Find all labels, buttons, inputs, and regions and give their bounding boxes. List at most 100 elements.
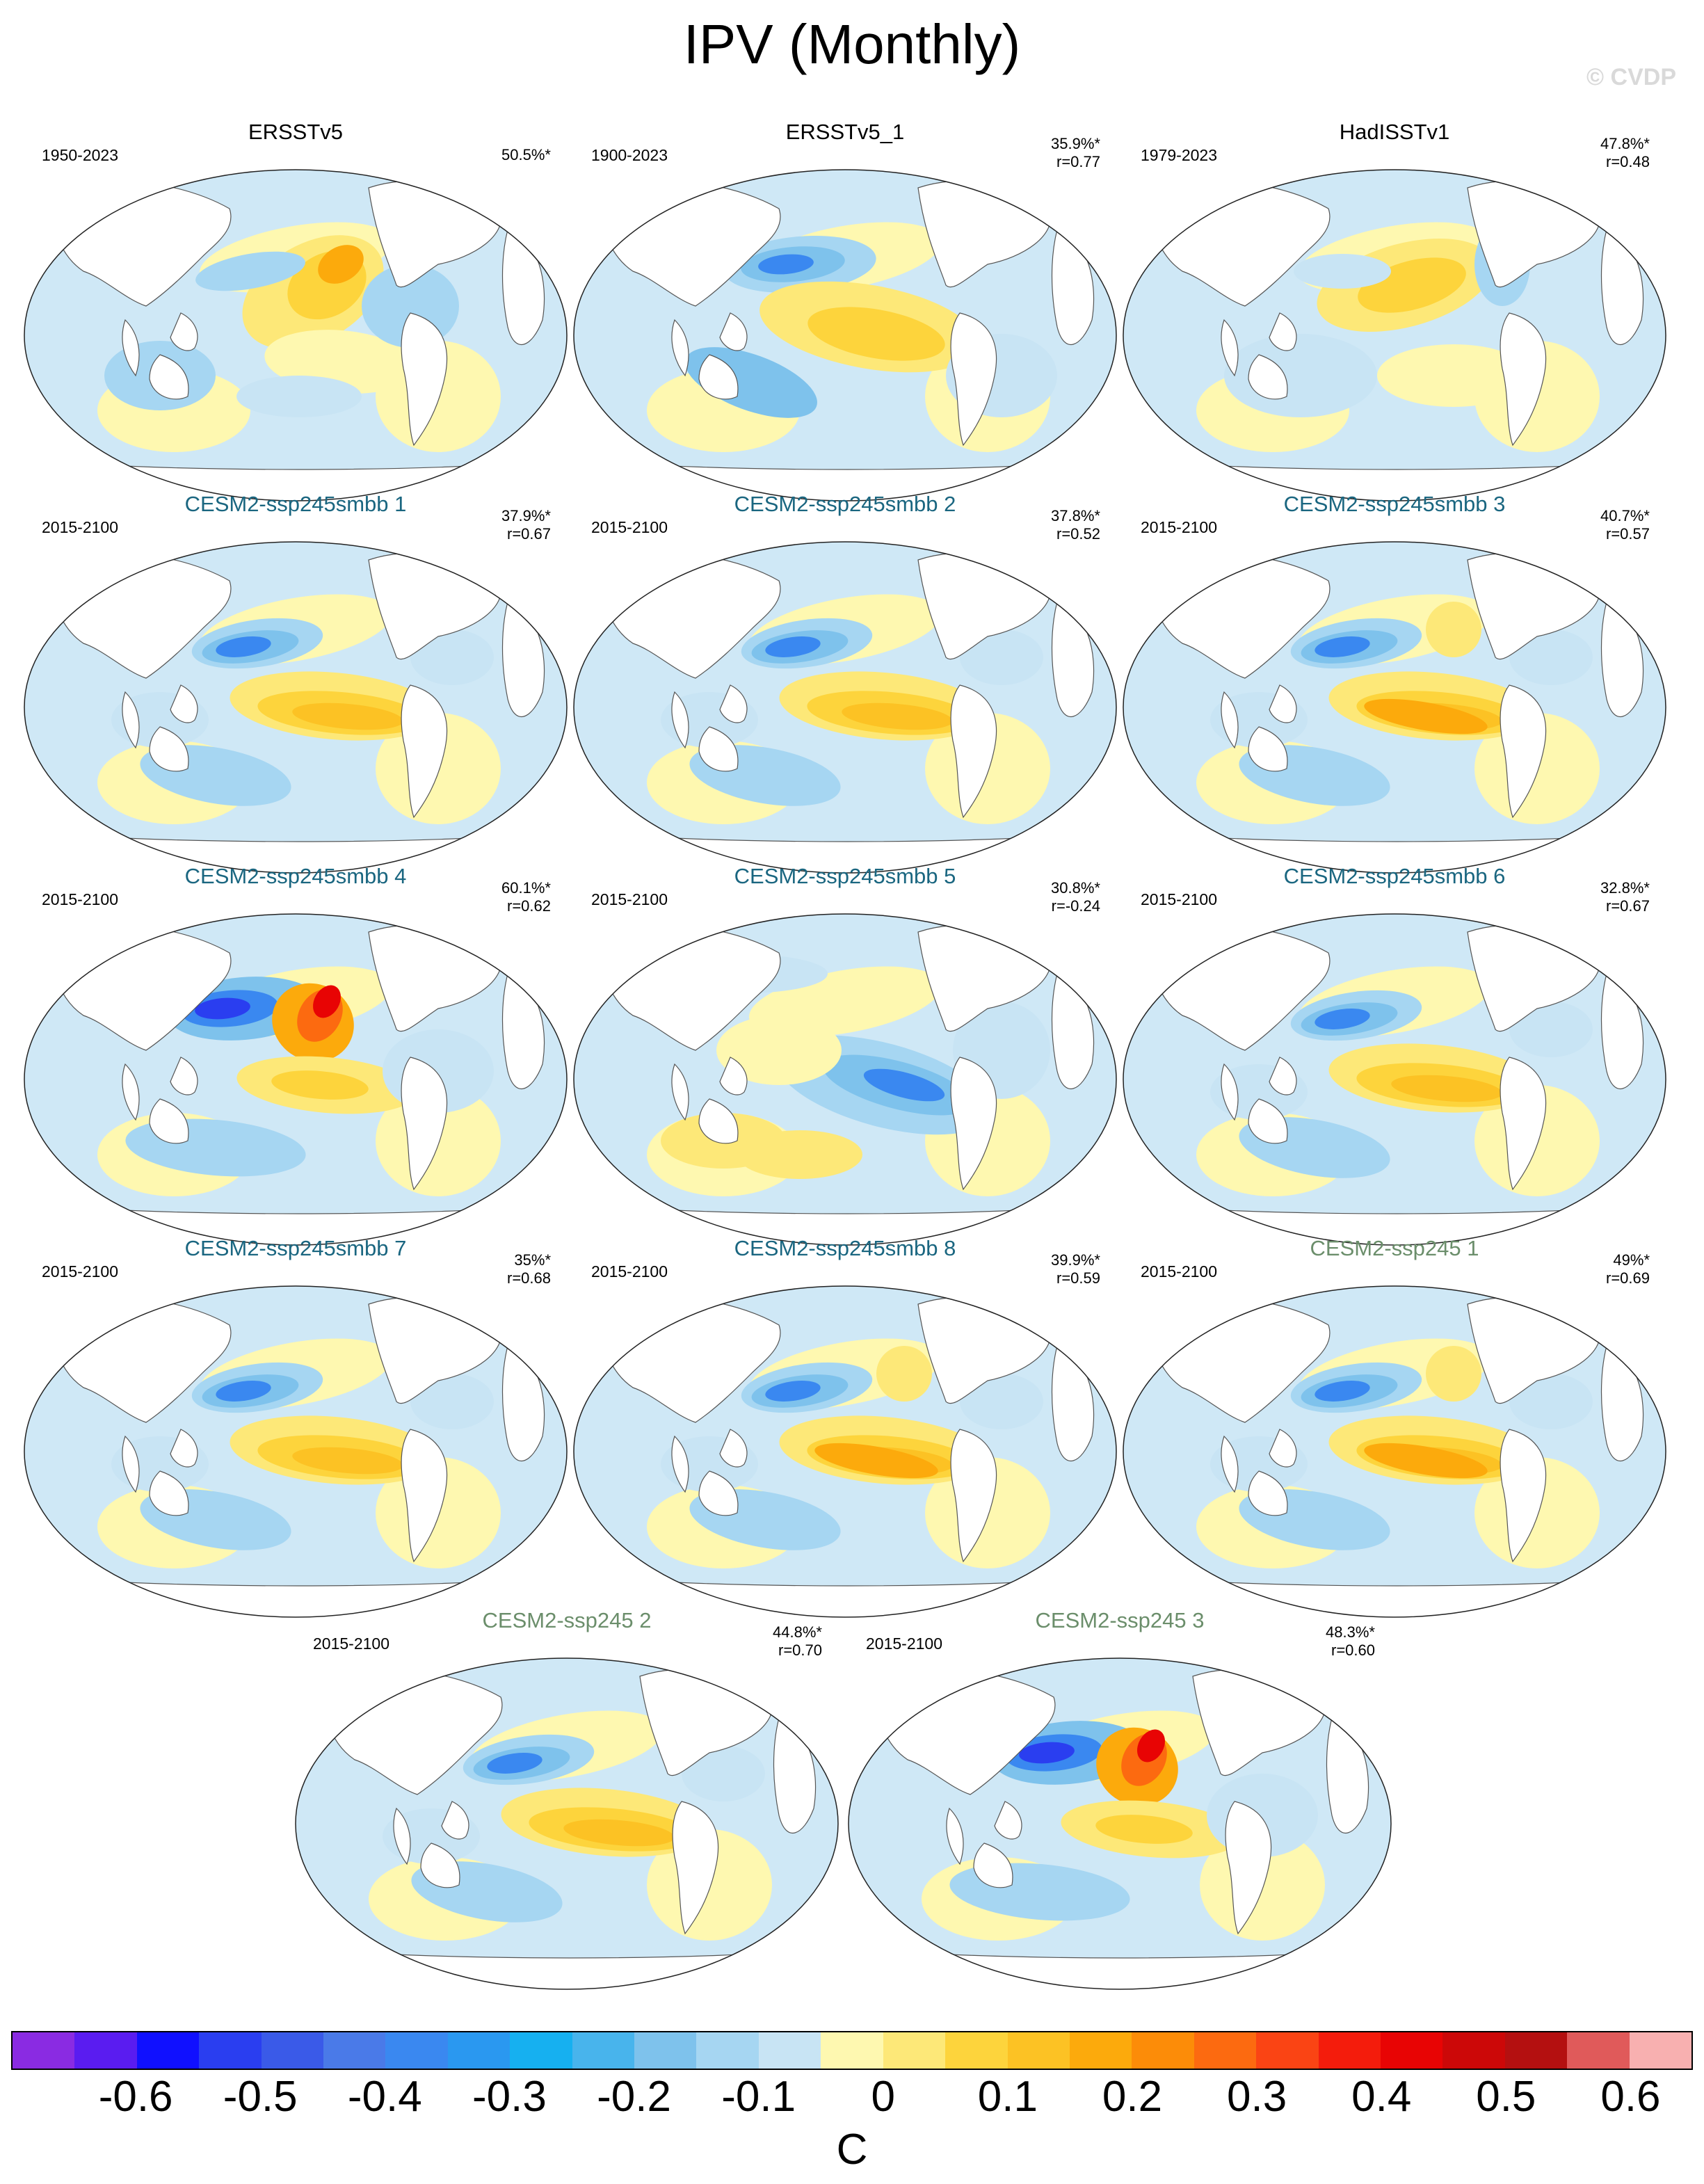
panel-variance-pct: 37.9%* — [501, 507, 551, 524]
colorbar-swatch — [13, 2032, 75, 2069]
anomaly-region — [807, 307, 945, 361]
panel-variance-pct: 39.9%* — [1051, 1251, 1100, 1269]
anomaly-region — [1095, 1815, 1193, 1844]
anomaly-region — [716, 1015, 842, 1085]
globe-map — [24, 1285, 568, 1618]
land-mass — [122, 1435, 140, 1493]
land-mass — [1248, 354, 1288, 400]
panel-title: CESM2-ssp245smbb 2 — [734, 492, 956, 516]
panel-period: 2015-2100 — [1141, 1262, 1217, 1280]
land-mass — [671, 1435, 689, 1493]
land-mass — [719, 1429, 748, 1468]
page-title: IPV (Monthly) — [683, 13, 1021, 75]
panel-correlation: r=0.67 — [507, 525, 551, 543]
globe-map — [295, 1657, 839, 1990]
anomaly-region — [1509, 1002, 1593, 1057]
colorbar-swatch — [1567, 2032, 1630, 2069]
anomaly-region — [1509, 1374, 1593, 1429]
land-mass — [170, 1429, 198, 1468]
land-mass — [501, 973, 545, 1090]
anomaly-region — [1377, 344, 1530, 407]
land-mass — [950, 1057, 997, 1191]
land-mass — [671, 1063, 689, 1121]
panel-period: 1900-2023 — [591, 146, 668, 164]
land-mass — [946, 1807, 964, 1865]
land-mass — [501, 601, 545, 718]
map-boundary — [295, 1657, 839, 1990]
land-mass — [719, 1057, 748, 1095]
land-mass — [401, 684, 448, 819]
map-boundary — [1123, 1285, 1666, 1618]
anomaly-region — [1224, 334, 1377, 417]
land-mass — [170, 1057, 198, 1095]
panel-period: 2015-2100 — [866, 1635, 942, 1653]
panel-variance-pct: 40.7%* — [1600, 507, 1650, 524]
panel-period: 2015-2100 — [313, 1635, 389, 1653]
map-boundary — [573, 541, 1117, 874]
land-mass — [122, 1063, 140, 1121]
map-panel: CESM2-ssp245smbb 1 2015-2100 37.9%* r=0.67 — [21, 490, 570, 880]
land-mass — [149, 1098, 189, 1144]
panel-title: CESM2-ssp245 2 — [482, 1608, 652, 1632]
anomaly-region — [1294, 254, 1391, 289]
land-mass — [1248, 726, 1288, 772]
anomaly-region — [765, 636, 821, 657]
panel-title: ERSSTv5_1 — [785, 120, 905, 144]
panel-correlation: r=0.67 — [1606, 897, 1650, 915]
panel-variance-pct: 49%* — [1613, 1251, 1650, 1269]
land-mass — [420, 1842, 460, 1888]
anomaly-region — [960, 629, 1043, 685]
land-mass — [1500, 684, 1547, 819]
panel-correlation: r=0.62 — [507, 897, 551, 915]
map-panel: CESM2-ssp245smbb 7 2015-2100 35%* r=0.68 — [21, 1235, 570, 1624]
map-boundary — [24, 1285, 568, 1618]
land-mass — [149, 354, 189, 400]
map-boundary — [573, 1285, 1117, 1618]
anomaly-region — [292, 702, 403, 730]
colorbar-swatch — [1256, 2032, 1319, 2069]
land-mass — [1500, 1057, 1547, 1191]
land-mass — [1051, 229, 1095, 346]
land-mass — [773, 1717, 817, 1834]
colorbar-tick-label: 0.6 — [1600, 2073, 1661, 2121]
colorbar-swatch — [1380, 2032, 1443, 2069]
panel-correlation: r=-0.24 — [1051, 897, 1100, 915]
land-mass — [401, 312, 448, 447]
globe-map — [1123, 1285, 1666, 1618]
colorbar-tick-label: -0.2 — [597, 2073, 671, 2121]
colorbar-swatch — [1193, 2032, 1257, 2069]
land-mass — [698, 354, 739, 400]
land-mass — [1248, 1470, 1288, 1516]
anomaly-region — [682, 1746, 765, 1801]
anomaly-region — [737, 1130, 862, 1179]
anomaly-region — [216, 636, 271, 657]
panel-period: 1950-2023 — [42, 146, 118, 164]
colorbar-tick-label: 0 — [871, 2073, 896, 2121]
land-mass — [1221, 1435, 1239, 1493]
map-boundary — [1123, 541, 1666, 874]
colorbar-tick-label: -0.4 — [347, 2073, 422, 2121]
globe-map — [573, 913, 1117, 1246]
map-panel: CESM2-ssp245smbb 4 2015-2100 60.1%* r=0.62 — [21, 862, 570, 1252]
colorbar-swatch — [1504, 2032, 1568, 2069]
colorbar-swatch — [883, 2032, 946, 2069]
colorbar-swatch — [323, 2032, 386, 2069]
land-mass — [122, 691, 140, 749]
anomaly-region — [563, 1819, 675, 1847]
globe-map — [573, 541, 1117, 874]
land-mass — [401, 1429, 448, 1563]
land-mass — [994, 1801, 1022, 1840]
land-mass — [149, 1470, 189, 1516]
land-mass — [1269, 684, 1297, 723]
colorbar-swatch — [199, 2032, 262, 2069]
land-mass — [1051, 1345, 1095, 1462]
panel-variance-pct: 50.5%* — [501, 146, 551, 163]
land-mass — [1248, 1098, 1288, 1144]
colorbar-swatch — [572, 2032, 635, 2069]
panel-correlation: r=0.48 — [1606, 153, 1650, 170]
land-mass — [1269, 1057, 1297, 1095]
panel-period: 2015-2100 — [1141, 890, 1217, 908]
colorbar — [11, 2031, 1693, 2070]
anomaly-region — [195, 997, 250, 1020]
map-panel: CESM2-ssp245smbb 2 2015-2100 37.8%* r=0.52 — [570, 490, 1120, 880]
